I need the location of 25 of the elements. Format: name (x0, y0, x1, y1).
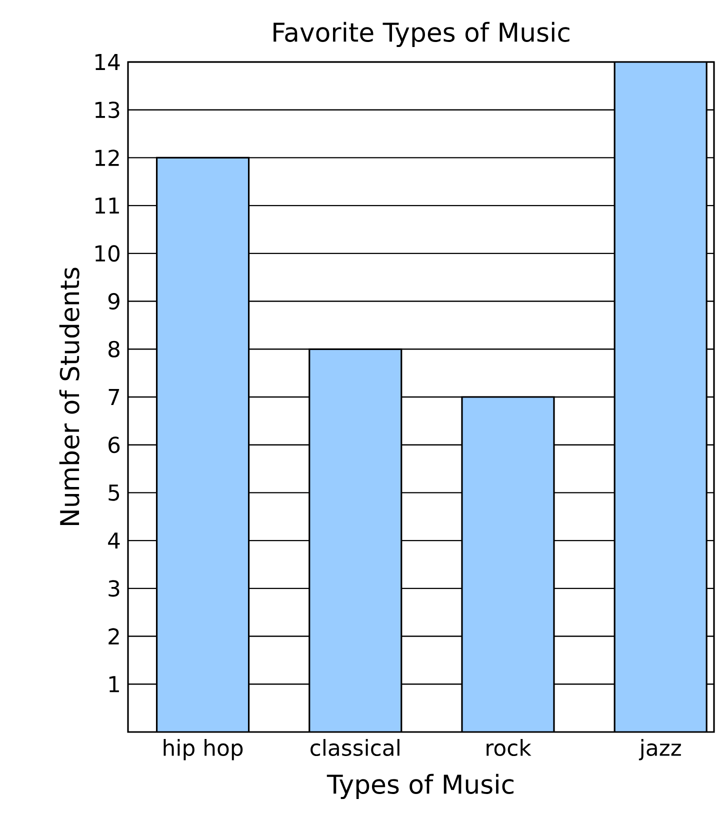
y-tick-label: 10 (95, 245, 120, 262)
y-tick-label: 8 (108, 340, 120, 358)
y-tick-label: 2 (108, 628, 119, 644)
y-tick-label: 4 (108, 532, 120, 549)
bar (461, 396, 555, 732)
y-tick-label: 6 (108, 436, 120, 454)
x-tick-label: classical (310, 739, 400, 756)
x-tick-label: rock (486, 739, 532, 756)
x-tick-label: hip hop (164, 739, 243, 760)
y-tick-label: 7 (108, 389, 120, 405)
chart-title: Favorite Types of Music (274, 22, 570, 47)
y-tick-label: 5 (108, 484, 120, 501)
y-tick-label: 3 (108, 580, 120, 597)
y-tick-label: 9 (108, 293, 120, 310)
y-tick-label: 1 (109, 676, 119, 692)
y-axis-title: Number of Students (59, 268, 80, 525)
y-tick-label: 14 (95, 54, 120, 70)
y-tick-label: 11 (95, 198, 119, 214)
y-tick-label: 12 (95, 150, 119, 166)
bar (308, 348, 402, 732)
bar (614, 62, 708, 732)
bar (156, 156, 250, 732)
y-tick-label: 13 (95, 102, 120, 118)
x-axis-title: Types of Music (326, 774, 514, 799)
x-tick-label: jazz (638, 739, 681, 760)
